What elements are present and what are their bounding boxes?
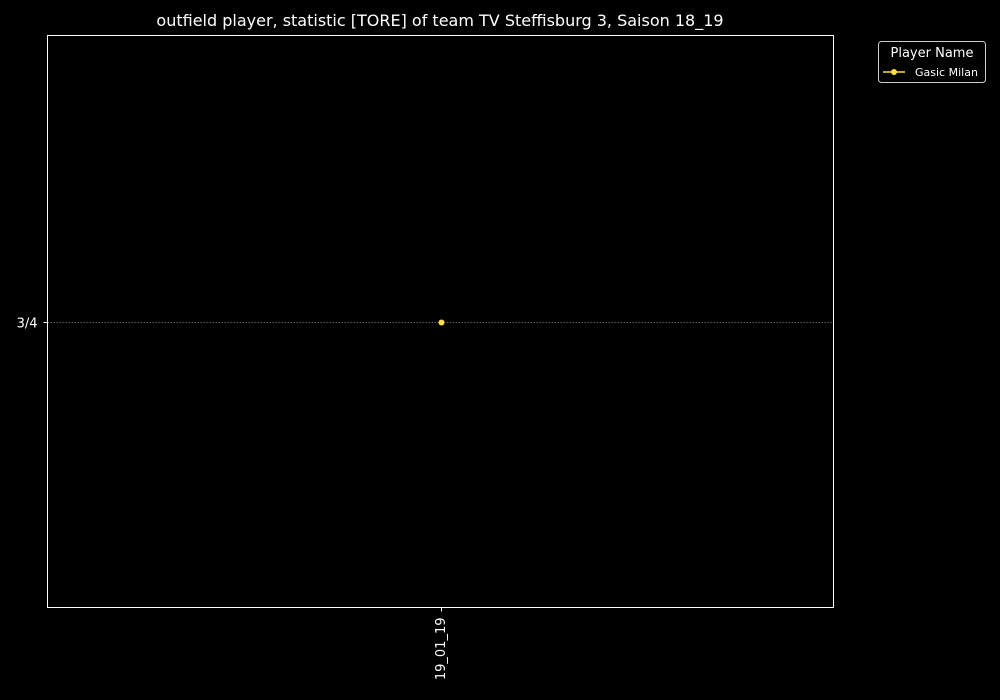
legend: Player Name Gasic Milan — [878, 41, 986, 83]
legend-title: Player Name — [891, 46, 974, 61]
data-point — [438, 319, 445, 326]
y-tick-label: 3/4 — [17, 317, 38, 332]
series-layer — [438, 319, 445, 326]
legend-label: Gasic Milan — [915, 66, 978, 79]
chart-title: outfield player, statistic [TORE] of tea… — [156, 11, 723, 31]
legend-box — [878, 41, 986, 83]
legend-marker — [891, 69, 897, 75]
legend-entries: Gasic Milan — [883, 66, 978, 79]
axis-ticks: 3/4 19_01_19 — [17, 317, 449, 681]
x-tick-label: 19_01_19 — [434, 618, 449, 681]
